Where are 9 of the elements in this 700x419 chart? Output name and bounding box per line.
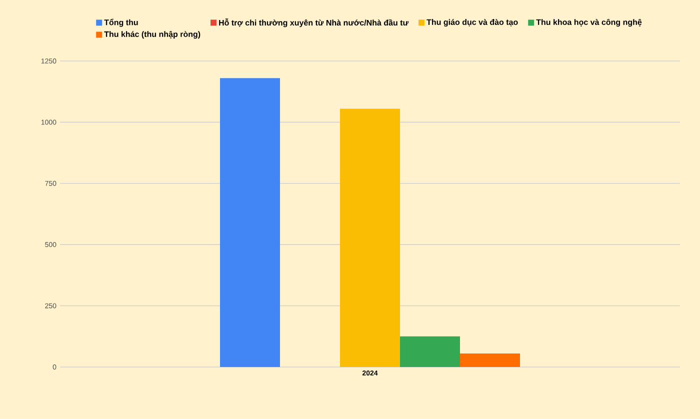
legend-label: Tổng thu: [104, 18, 138, 27]
bar: [460, 354, 520, 367]
bar: [340, 108, 400, 367]
legend-label: Thu khoa học và công nghệ: [536, 18, 642, 27]
bar: [400, 336, 460, 367]
legend-label: Hỗ trợ chi thường xuyên từ Nhà nước/Nhà đầu tư: [219, 18, 409, 28]
legend-label: Thu khác (thu nhập ròng): [104, 30, 200, 39]
bar: [220, 78, 280, 367]
legend-label: Thu giáo dục và đào tạo: [426, 18, 518, 27]
